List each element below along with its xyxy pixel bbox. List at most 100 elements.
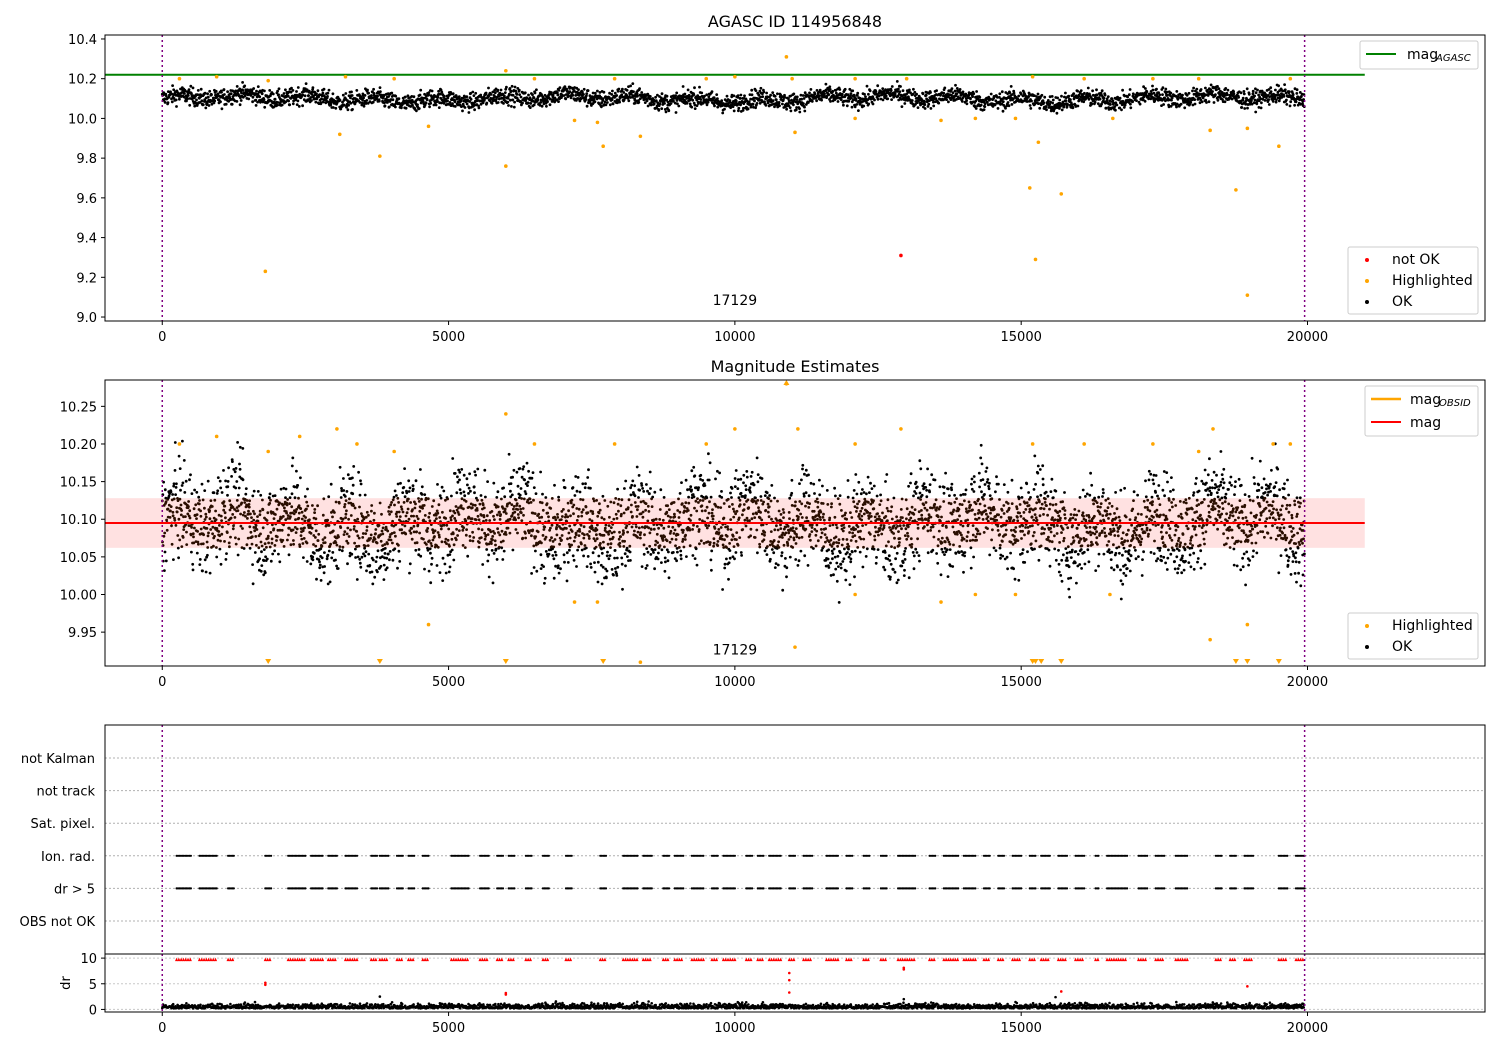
ok-point (469, 489, 472, 493)
ok-point (466, 483, 469, 487)
ok-point (404, 106, 408, 110)
ok-point (556, 516, 560, 519)
ok-point (584, 546, 588, 550)
ok-point (881, 87, 885, 90)
ok-point (1145, 90, 1149, 94)
highlighted-point (426, 124, 431, 129)
highlighted-point (784, 55, 789, 59)
ok-point (364, 544, 367, 548)
ok-point (230, 475, 234, 478)
ok-point (192, 507, 196, 511)
ok-point (438, 92, 442, 96)
ok-point (367, 91, 370, 95)
ok-point (288, 496, 292, 499)
ok-point (260, 92, 264, 96)
ok-point (614, 497, 618, 500)
ok-point (408, 571, 411, 575)
ok-point (248, 525, 252, 529)
ok-point (562, 508, 565, 511)
ok-point (567, 509, 570, 513)
ok-point (389, 510, 393, 514)
ok-point (1051, 98, 1055, 102)
ok-point (461, 109, 464, 113)
ok-point (334, 500, 338, 504)
ok-point (587, 468, 590, 472)
ok-point (545, 104, 548, 108)
ok-point (623, 552, 627, 556)
ok-point (1072, 92, 1076, 95)
ok-point (591, 91, 595, 95)
ok-point (282, 92, 286, 95)
legend-marker-highlighted (1365, 279, 1369, 283)
ok-point (738, 97, 742, 100)
ok-point (534, 549, 537, 553)
ok-point (1144, 87, 1147, 90)
ok-point (598, 508, 602, 512)
ok-point (577, 515, 580, 518)
ok-point (391, 558, 395, 562)
ok-point (347, 517, 350, 521)
ok-point (341, 517, 345, 521)
ok-point (493, 532, 496, 535)
ok-point (474, 518, 478, 522)
ok-point (451, 514, 454, 518)
ok-point (302, 556, 305, 559)
ok-point (354, 547, 357, 551)
ok-point (373, 511, 376, 515)
ok-point (783, 96, 787, 99)
ok-point (203, 489, 207, 492)
ok-point (243, 94, 247, 98)
ok-point (845, 104, 849, 108)
ok-point (839, 98, 843, 102)
ok-point (510, 105, 513, 108)
ok-point (1100, 89, 1104, 93)
ok-point (410, 537, 414, 541)
ok-point (194, 101, 198, 105)
ok-point (600, 516, 604, 520)
highlighted-point (337, 132, 342, 137)
ok-point (493, 539, 497, 543)
ok-point (311, 504, 314, 507)
ok-point (491, 581, 495, 585)
ok-point (829, 100, 832, 103)
ok-point (356, 555, 360, 559)
ok-point (375, 97, 379, 101)
legend-marker-not-ok (1365, 258, 1369, 262)
ok-point (762, 90, 766, 94)
ok-point (625, 88, 629, 92)
ok-point (945, 98, 948, 101)
ok-point (379, 539, 383, 543)
ok-point (309, 562, 313, 566)
ok-point (1209, 83, 1213, 87)
ok-point (889, 89, 893, 92)
ok-point (256, 85, 260, 88)
ok-point (521, 536, 525, 540)
ok-point (715, 93, 719, 96)
ok-point (477, 527, 480, 531)
ok-point (215, 555, 219, 559)
ok-point (382, 101, 386, 105)
ok-point (191, 562, 195, 566)
ok-point (275, 103, 279, 107)
ok-point (1288, 104, 1292, 108)
ok-point (426, 527, 430, 530)
ok-point (419, 88, 423, 92)
ok-point (291, 528, 295, 532)
ok-point (323, 536, 327, 539)
ok-point (276, 89, 279, 93)
ok-point (534, 535, 538, 538)
ok-point (518, 493, 522, 497)
ok-point (275, 507, 279, 511)
ok-point (392, 531, 396, 534)
ok-point (285, 511, 288, 515)
ok-point (440, 485, 444, 489)
ok-point (924, 93, 928, 97)
ok-point (428, 511, 431, 515)
highlighted-point (343, 74, 348, 79)
ok-point (182, 528, 186, 531)
ok-point (1225, 93, 1229, 96)
ok-point (943, 86, 947, 90)
ok-point (399, 505, 403, 509)
ok-point (360, 512, 363, 515)
ok-point (371, 96, 375, 100)
